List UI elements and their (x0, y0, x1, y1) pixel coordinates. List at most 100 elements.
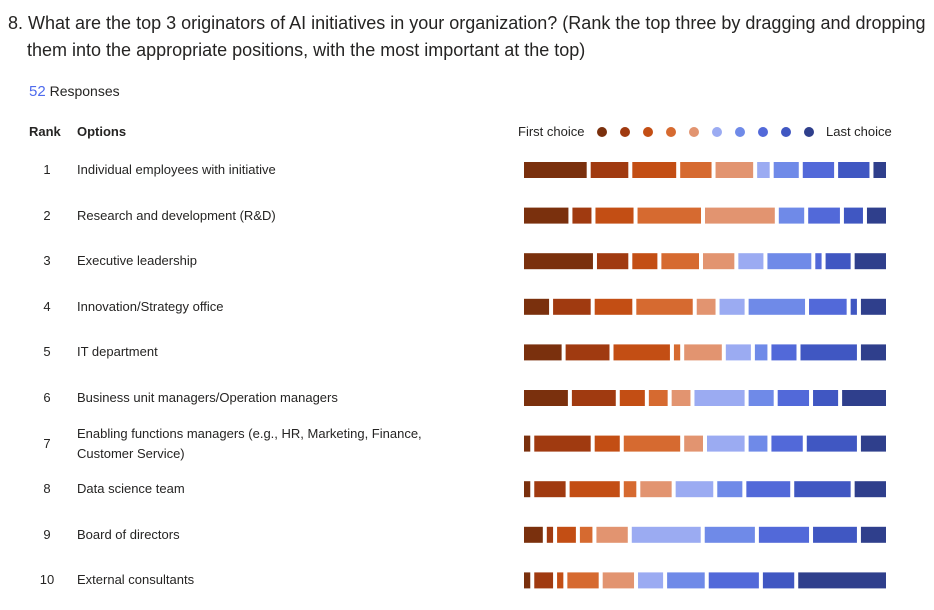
bar-segment (842, 390, 886, 406)
bar-segment (579, 526, 593, 543)
bar-segment (757, 162, 770, 178)
bar-segment (725, 344, 751, 361)
bar-segment (596, 253, 629, 270)
bar-segment (524, 162, 587, 178)
bar-segment (704, 526, 755, 543)
bar-segment (571, 390, 616, 406)
rank: 2 (43, 207, 51, 223)
bar-segment (748, 390, 774, 406)
bar-segment (798, 572, 886, 589)
bar-segment (594, 298, 633, 315)
bar-segment (806, 435, 857, 452)
bar-segment (809, 298, 847, 315)
bar-segment (719, 298, 745, 315)
bar-segment (636, 298, 693, 315)
legend-dot (643, 127, 653, 137)
option-label: Board of directors (77, 526, 180, 542)
bar-segment (762, 572, 795, 589)
bar-segment (632, 162, 677, 178)
bar-segment (534, 435, 591, 452)
bar-segment (707, 435, 745, 452)
bar-segment (596, 526, 628, 543)
options-header: Options (77, 124, 127, 139)
rank: 10 (39, 572, 55, 588)
option-label: Innovation/Strategy office (77, 298, 224, 314)
bar-segment (524, 253, 593, 270)
bar-segment (640, 481, 672, 498)
bar-segment (854, 481, 886, 498)
option-label: External consultants (77, 572, 195, 588)
bar-segment (565, 344, 610, 361)
bar-segment (808, 207, 840, 224)
legend-dot (620, 127, 630, 137)
rank: 8 (43, 481, 51, 497)
bar-segment (524, 481, 531, 498)
bar-segment (860, 344, 886, 361)
option-label: Data science team (77, 481, 185, 497)
bar-segment (717, 481, 743, 498)
bar-segment (696, 298, 716, 315)
bar-segment (738, 253, 764, 270)
rank: 4 (43, 298, 51, 314)
bar-segment (675, 481, 714, 498)
bar-segment (800, 344, 857, 361)
legend-dot (804, 127, 814, 137)
bar-segment (648, 390, 668, 406)
bar-segment (748, 298, 806, 315)
bar-segment (673, 344, 681, 361)
rank: 3 (43, 253, 51, 269)
bar-segment (567, 572, 599, 589)
bar-segment (524, 435, 531, 452)
bar-segment (524, 344, 562, 361)
bar-segment (778, 207, 805, 224)
bar-segment (557, 526, 576, 543)
bar-segment (860, 526, 886, 543)
rank: 1 (43, 162, 51, 177)
bar-segment (813, 526, 857, 543)
bar-segment (815, 253, 822, 270)
bar-segment (703, 253, 735, 270)
bar-segment (590, 162, 629, 178)
option-label: Individual employees with initiative (77, 162, 276, 177)
bar-segment (594, 435, 620, 452)
bar-segment (613, 344, 670, 361)
bar-segment (773, 162, 799, 178)
bar-segment (546, 526, 554, 543)
bar-segment (619, 390, 645, 406)
bar-segment (838, 162, 870, 178)
response-count: 52 (29, 83, 46, 100)
bar-segment (860, 435, 886, 452)
bar-segment (771, 344, 797, 361)
bar-segment (602, 572, 635, 589)
bar-segment (802, 162, 835, 178)
bar-segment (715, 162, 754, 178)
bar-segment (758, 526, 810, 543)
bar-segment (524, 298, 550, 315)
bar-segment (694, 390, 745, 406)
legend-first: First choice (518, 124, 585, 139)
bar-segment (595, 207, 634, 224)
bar-segment (684, 344, 722, 361)
rank: 6 (43, 390, 51, 405)
option-label: Enabling functions managers (e.g., HR, M… (77, 425, 422, 461)
bar-segment (860, 298, 886, 315)
legend-last: Last choice (826, 124, 892, 139)
bar-segment (705, 207, 775, 224)
bar-segment (524, 526, 543, 543)
bar-segment (873, 162, 886, 178)
responses: 52 Responses (29, 83, 120, 100)
legend-dot (758, 127, 768, 137)
bar-segment (667, 572, 705, 589)
bar-segment (623, 481, 637, 498)
legend-dot (735, 127, 745, 137)
bar-segment (534, 481, 566, 498)
bar-segment (680, 162, 712, 178)
bar-segment (684, 435, 703, 452)
bar-segment (746, 481, 791, 498)
bar-segment (754, 344, 768, 361)
bar-segment (850, 298, 857, 315)
rank: 7 (43, 435, 51, 451)
rank-header: Rank (29, 124, 61, 139)
